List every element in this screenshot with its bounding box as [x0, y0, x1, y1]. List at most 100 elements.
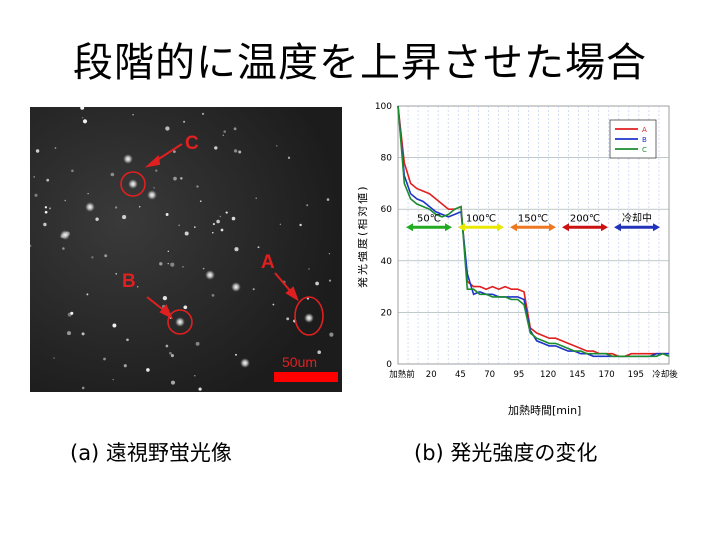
speckle	[165, 344, 169, 348]
speckle	[279, 223, 282, 226]
phase-label: 100℃	[466, 213, 496, 224]
y-tick-label: 60	[381, 205, 393, 215]
x-tick-label: 加熱前	[389, 369, 415, 380]
speckle	[80, 107, 85, 110]
marker-circle-a	[294, 296, 324, 336]
speckle	[81, 332, 85, 336]
speckle	[212, 231, 214, 234]
phase-arrowhead-right	[497, 223, 504, 232]
speckle	[272, 303, 275, 306]
speckle	[286, 317, 290, 321]
speckle	[34, 193, 38, 197]
bright-spot	[240, 358, 250, 368]
speckle	[212, 223, 215, 226]
speckle	[183, 120, 186, 123]
phase-label: 200℃	[570, 213, 600, 224]
caption-chart: (b) 発光強度の変化	[414, 441, 598, 465]
legend-label: A	[642, 126, 647, 134]
speckle	[64, 199, 66, 202]
temperature-phases: 50℃ 100℃ 150℃ 200℃ 冷却中	[406, 211, 660, 232]
speckle	[198, 387, 202, 391]
speckle	[70, 311, 74, 315]
speckle	[112, 378, 114, 381]
speckle	[146, 368, 150, 372]
speckle	[238, 150, 242, 154]
speckle	[308, 268, 310, 270]
speckle	[326, 198, 330, 201]
caption-micrograph: (a) 遠視野蛍光像	[70, 441, 232, 465]
marker-circle-c	[120, 171, 146, 197]
speckle	[126, 338, 129, 342]
speckle	[44, 206, 48, 209]
bright-spot	[123, 154, 133, 164]
speckle	[235, 353, 237, 356]
phase-arrowhead-left	[510, 223, 517, 232]
speckle	[81, 386, 85, 390]
speckle	[123, 364, 127, 368]
y-axis-ticks: 0 20 40 60 80 100	[375, 102, 392, 370]
speckle	[201, 112, 205, 116]
speckle	[184, 231, 189, 236]
speckle	[328, 252, 331, 255]
arrowhead-a	[285, 286, 299, 302]
speckle	[62, 247, 65, 250]
speckle	[220, 228, 224, 232]
speckle	[173, 176, 177, 181]
speckle	[104, 254, 108, 258]
speckle	[216, 219, 220, 224]
speckle	[71, 169, 74, 173]
speckle	[54, 147, 57, 149]
speckle	[329, 332, 334, 337]
speckle	[252, 288, 255, 291]
speckle	[170, 262, 175, 267]
speckle	[53, 357, 55, 359]
bright-spot	[231, 282, 241, 292]
phase-arrowhead-right	[601, 223, 608, 232]
phase-arrowhead-right	[445, 223, 452, 232]
speckle	[114, 206, 118, 209]
speckle	[287, 156, 291, 159]
speckle	[87, 192, 89, 195]
speckle	[132, 114, 134, 116]
phase-arrowhead-left	[614, 223, 621, 232]
phase-label: 150℃	[518, 213, 548, 224]
x-tick-label: 95	[513, 370, 524, 380]
speckle	[306, 204, 309, 207]
phase-label: 50℃	[417, 213, 441, 224]
y-axis-label: 発光強度(相対値)	[358, 184, 369, 288]
x-tick-label: 120	[540, 370, 556, 380]
speckle	[202, 267, 205, 270]
speckle	[30, 244, 32, 248]
speckle	[231, 216, 236, 221]
speckle	[219, 215, 222, 218]
series-lines	[397, 105, 670, 358]
fluorescence-micrograph: C B A 50um	[30, 107, 342, 392]
speckle	[317, 350, 322, 354]
speckle	[173, 150, 176, 153]
x-tick-label: 170	[598, 370, 614, 380]
speckle	[167, 250, 170, 253]
legend-label: C	[642, 146, 647, 154]
scale-bar	[274, 372, 338, 382]
speckle	[211, 294, 215, 297]
bright-spot	[85, 202, 95, 212]
phase-arrowhead-left	[406, 223, 413, 232]
speckle	[169, 351, 172, 355]
speckle	[86, 293, 89, 296]
speckle	[82, 119, 88, 124]
arrowhead-c	[144, 155, 161, 168]
label-c: C	[185, 133, 199, 154]
speckle	[43, 222, 47, 227]
speckle	[122, 215, 127, 220]
speckle	[214, 146, 218, 150]
arrow-a	[274, 272, 293, 294]
speckle	[196, 185, 199, 188]
speckle	[194, 226, 196, 228]
annotation-markers: C B A	[120, 133, 324, 336]
series-line-c	[397, 105, 670, 358]
speckle	[233, 127, 237, 131]
speckle	[159, 262, 163, 266]
bright-spot	[60, 230, 70, 240]
y-tick-label: 80	[381, 154, 393, 164]
speckle	[81, 116, 84, 119]
